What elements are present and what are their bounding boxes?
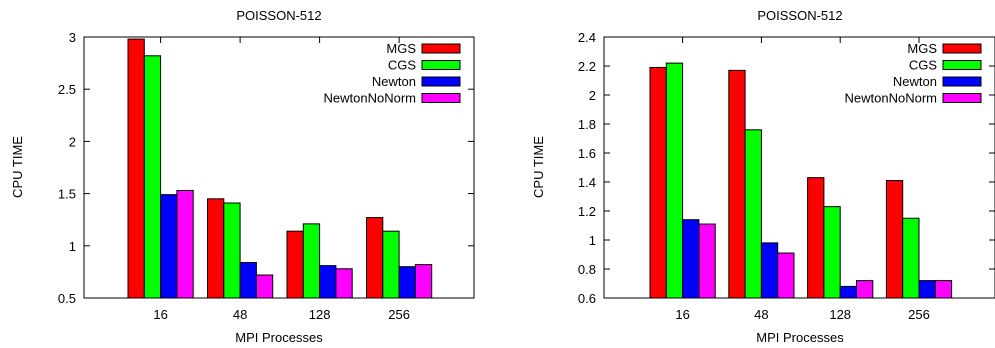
- bar: [839, 285, 858, 299]
- legend-label: Newton: [372, 74, 416, 89]
- y-tick-label: 2: [69, 134, 76, 149]
- x-tick-label: 16: [675, 307, 689, 322]
- bar: [807, 177, 825, 299]
- bar: [319, 265, 337, 299]
- chart-panel-right: POISSON-512 MPI Processes CPU TIME 0.6 0.8 1 1…: [531, 8, 995, 345]
- y-tick-label: 0.6: [578, 291, 596, 306]
- bar: [398, 266, 416, 299]
- x-tick-label: 256: [908, 307, 930, 322]
- bar: [777, 252, 795, 299]
- bar: [902, 217, 920, 299]
- bar: [934, 280, 953, 299]
- bar: [143, 55, 162, 299]
- legend-label: CGS: [388, 58, 417, 73]
- bar: [239, 262, 257, 299]
- y-tick-label: 1.2: [578, 204, 596, 219]
- y-axis-label: CPU TIME: [10, 136, 25, 198]
- y-axis-label: CPU TIME: [531, 136, 546, 198]
- legend-label: NewtonNoNorm: [845, 91, 937, 106]
- bar: [127, 38, 145, 299]
- bar: [223, 202, 241, 299]
- legend-swatch: [942, 43, 982, 54]
- legend-swatch: [942, 76, 982, 87]
- y-tick-label: 1.5: [58, 187, 76, 202]
- legend-swatch: [421, 93, 461, 103]
- bar: [176, 189, 194, 299]
- bar: [335, 268, 353, 299]
- bar: [302, 223, 321, 299]
- bar: [885, 180, 904, 299]
- bar: [286, 230, 304, 299]
- x-tick-label: 48: [233, 307, 247, 322]
- chart-panel-left: POISSON-512 MPI Processes CPU TIME 0.5 1 1.5 2…: [10, 8, 475, 345]
- legend-label: MGS: [907, 41, 937, 56]
- bar: [682, 219, 700, 299]
- y-tick-label: 1.4: [578, 175, 596, 190]
- y-tick-label: 0.5: [58, 291, 76, 306]
- bar: [744, 129, 762, 299]
- x-tick-label: 48: [754, 307, 768, 322]
- bar: [760, 242, 779, 299]
- legend-label: CGS: [909, 58, 938, 73]
- x-tick-label: 16: [153, 307, 167, 322]
- y-tick-label: 1: [69, 239, 76, 254]
- bar: [366, 217, 384, 299]
- chart-title: POISSON-512: [757, 8, 842, 23]
- legend-swatch: [421, 60, 461, 70]
- y-tick-label: 3: [69, 30, 76, 45]
- bar: [918, 280, 936, 299]
- chart-title: POISSON-512: [236, 8, 321, 23]
- bar: [649, 66, 667, 299]
- bar: [728, 69, 746, 299]
- x-axis-label: MPI Processes: [235, 330, 323, 345]
- y-tick-label: 2: [589, 88, 596, 103]
- y-tick-label: 1.8: [578, 117, 596, 132]
- bar: [382, 230, 400, 299]
- x-tick-label: 256: [388, 307, 410, 322]
- bar: [823, 206, 841, 299]
- bar: [255, 274, 274, 299]
- y-tick-label: 2.2: [578, 59, 596, 74]
- legend-label: NewtonNoNorm: [324, 91, 416, 106]
- x-axis-label: MPI Processes: [756, 330, 844, 345]
- x-tick-label: 128: [829, 307, 851, 322]
- bar: [207, 198, 225, 299]
- bar: [698, 223, 716, 299]
- y-tick-label: 1.6: [578, 146, 596, 161]
- legend-swatch: [942, 93, 982, 103]
- legend-swatch: [421, 43, 461, 54]
- legend-label: Newton: [893, 74, 937, 89]
- y-tick-label: 2.4: [578, 30, 596, 45]
- y-tick-label: 2.5: [58, 82, 76, 97]
- plot-frame: [83, 36, 475, 299]
- legend-swatch: [421, 76, 461, 87]
- legend-swatch: [942, 60, 982, 70]
- x-tick-label: 128: [309, 307, 331, 322]
- bar: [160, 194, 178, 299]
- bar: [414, 264, 433, 299]
- plot-frame: [603, 36, 995, 299]
- y-tick-label: 0.8: [578, 262, 596, 277]
- y-tick-label: 1: [589, 233, 596, 248]
- legend-label: MGS: [386, 41, 416, 56]
- bar: [665, 62, 684, 299]
- bar: [856, 280, 874, 299]
